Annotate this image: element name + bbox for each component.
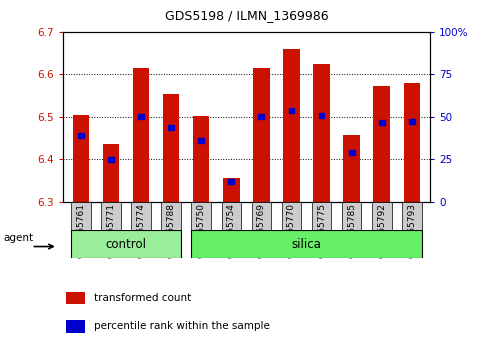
Bar [72,115,89,202]
Bar [228,179,234,184]
Bar [71,202,91,230]
Text: GSM665785: GSM665785 [347,202,356,258]
Bar [319,113,325,118]
Bar [373,86,390,202]
Text: GSM665754: GSM665754 [227,202,236,257]
Text: GDS5198 / ILMN_1369986: GDS5198 / ILMN_1369986 [165,9,328,22]
Bar [379,120,384,125]
Bar [101,202,121,230]
Bar [78,133,84,138]
Bar [283,49,300,202]
Bar [223,178,240,202]
Text: GSM665775: GSM665775 [317,202,326,258]
Bar [67,320,85,333]
Text: GSM665793: GSM665793 [407,202,416,258]
Bar [372,202,392,230]
Bar [222,202,241,230]
Bar [138,114,144,119]
Text: GSM665771: GSM665771 [106,202,115,258]
Bar [343,135,360,202]
Bar [103,144,119,202]
Bar [282,202,301,230]
Text: transformed count: transformed count [94,293,191,303]
Bar [402,202,422,230]
Bar [253,68,270,202]
Text: percentile rank within the sample: percentile rank within the sample [94,321,270,331]
Text: agent: agent [3,233,33,243]
Bar [191,202,211,230]
Text: GSM665770: GSM665770 [287,202,296,258]
Bar [191,230,422,258]
Text: GSM665792: GSM665792 [377,202,386,257]
Bar [199,138,204,143]
Bar [288,108,294,113]
Bar [193,116,210,202]
Text: GSM665761: GSM665761 [76,202,85,258]
Bar [163,94,179,202]
Bar [133,68,149,202]
Text: silica: silica [292,238,322,251]
Bar [67,292,85,304]
Bar [168,125,174,130]
Text: GSM665788: GSM665788 [167,202,176,258]
Bar [409,119,415,124]
Bar [161,202,181,230]
Bar [342,202,361,230]
Bar [403,83,420,202]
Bar [312,202,331,230]
Bar [252,202,271,230]
Bar [71,230,181,258]
Bar [349,150,355,155]
Bar [108,157,114,162]
Bar [258,114,264,119]
Text: GSM665774: GSM665774 [137,202,145,257]
Bar [131,202,151,230]
Text: GSM665769: GSM665769 [257,202,266,258]
Text: GSM665750: GSM665750 [197,202,206,258]
Bar [313,64,330,202]
Text: control: control [105,238,146,251]
